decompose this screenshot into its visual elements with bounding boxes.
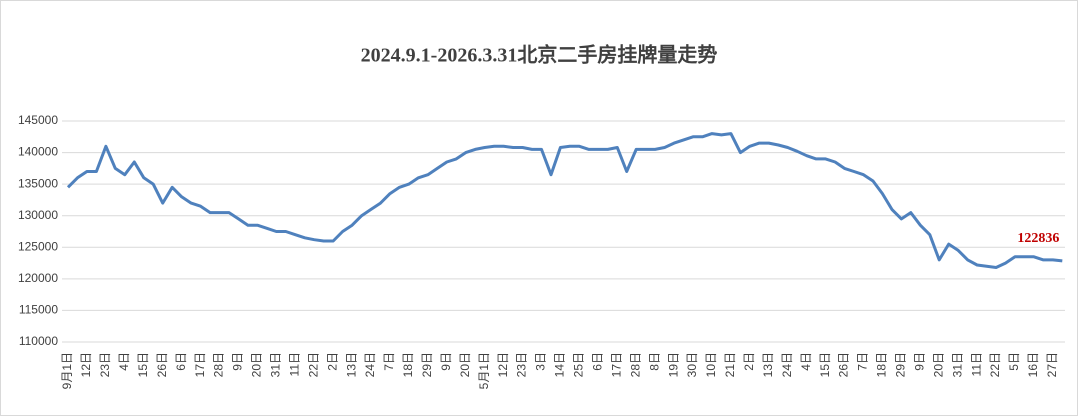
x-tick-label: 25日 — [572, 352, 586, 377]
x-tick-label: 29日 — [420, 352, 434, 377]
x-tick-label: 20日 — [250, 352, 264, 377]
x-tick-label: 18日 — [401, 352, 415, 377]
x-tick-label: 23日 — [515, 352, 529, 377]
x-tick-label: 14日 — [553, 352, 567, 377]
x-tick-label: 26日 — [155, 352, 169, 377]
x-tick-label: 12日 — [79, 352, 93, 377]
x-tick-label: 8日 — [647, 352, 661, 371]
x-tick-label: 7日 — [382, 352, 396, 371]
x-tick-label: 4日 — [799, 352, 813, 371]
x-tick-label: 27日 — [1045, 352, 1059, 377]
x-tick-label: 19日 — [666, 352, 680, 377]
x-tick-label: 6日 — [174, 352, 188, 371]
x-tick-label: 10日 — [704, 352, 718, 377]
x-tick-label: 16日 — [1026, 352, 1040, 377]
x-tick-label: 11日 — [287, 352, 301, 376]
x-tick-label: 13日 — [761, 352, 775, 377]
x-tick-label: 4日 — [117, 352, 131, 371]
x-tick-label: 15日 — [818, 352, 832, 377]
y-tick-label: 130000 — [18, 208, 58, 222]
x-tick-label: 22日 — [988, 352, 1002, 377]
x-tick-label: 5月1日 — [477, 352, 491, 389]
x-tick-label: 17日 — [609, 352, 623, 377]
x-tick-label: 5日 — [1007, 352, 1021, 371]
x-tick-label: 2日 — [325, 352, 339, 371]
x-tick-label: 9月1日 — [60, 352, 74, 389]
x-tick-label: 23日 — [98, 352, 112, 377]
x-tick-label: 20日 — [458, 352, 472, 377]
y-tick-label: 120000 — [18, 271, 58, 285]
y-tick-label: 115000 — [19, 303, 58, 317]
x-tick-label: 29日 — [894, 352, 908, 377]
x-tick-label: 9日 — [912, 352, 926, 371]
x-tick-label: 17日 — [193, 352, 207, 377]
data-label: 122836 — [1017, 231, 1059, 246]
x-tick-label: 24日 — [780, 352, 794, 377]
x-tick-label: 30日 — [685, 352, 699, 377]
y-tick-label: 110000 — [19, 334, 58, 348]
y-tick-label: 140000 — [18, 145, 58, 159]
x-tick-label: 13日 — [344, 352, 358, 377]
x-tick-label: 6日 — [590, 352, 604, 371]
x-tick-label: 18日 — [875, 352, 889, 377]
x-tick-label: 28日 — [628, 352, 642, 377]
x-tick-label: 3日 — [534, 352, 548, 371]
y-tick-label: 145000 — [18, 113, 58, 127]
chart-title: 2024.9.1-2026.3.31北京二手房挂牌量走势 — [361, 43, 718, 67]
x-tick-label: 20日 — [931, 352, 945, 377]
x-tick-label: 11日 — [969, 352, 983, 376]
y-tick-label: 125000 — [18, 239, 58, 253]
y-tick-label: 135000 — [18, 176, 58, 190]
x-tick-label: 21日 — [723, 352, 737, 377]
x-tick-label: 31日 — [950, 352, 964, 377]
x-tick-label: 31日 — [269, 352, 283, 377]
x-tick-label: 24日 — [363, 352, 377, 377]
x-tick-label: 9日 — [231, 352, 245, 371]
x-tick-label: 9日 — [439, 352, 453, 371]
data-line — [66, 132, 1063, 269]
x-tick-label: 7日 — [856, 352, 870, 371]
x-tick-label: 22日 — [306, 352, 320, 377]
x-tick-label: 28日 — [212, 352, 226, 377]
x-tick-label: 12日 — [496, 352, 510, 377]
x-tick-label: 15日 — [136, 352, 150, 377]
x-tick-label: 2日 — [742, 352, 756, 371]
x-tick-label: 26日 — [837, 352, 851, 377]
